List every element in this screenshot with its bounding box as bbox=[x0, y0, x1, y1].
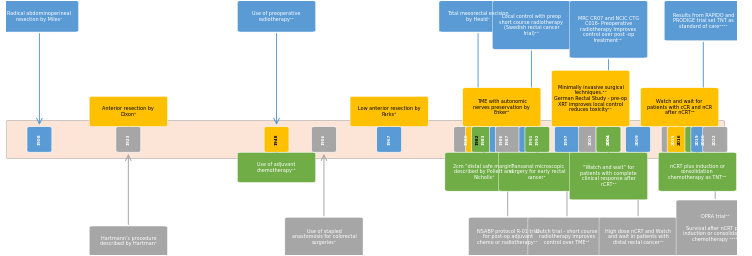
Text: TME with autonomic
nerves preservation by
Enker⁸: TME with autonomic nerves preservation b… bbox=[474, 99, 530, 115]
Text: 2001: 2001 bbox=[589, 134, 593, 145]
FancyBboxPatch shape bbox=[238, 152, 316, 183]
Text: 1986: 1986 bbox=[500, 134, 504, 145]
FancyBboxPatch shape bbox=[439, 1, 517, 32]
Text: Results from RAPIDO and
PRODIGE trial set TNT as
standard of care²²²⁴: Results from RAPIDO and PRODIGE trial se… bbox=[672, 13, 734, 29]
FancyBboxPatch shape bbox=[377, 127, 402, 152]
FancyBboxPatch shape bbox=[89, 97, 168, 126]
Text: Radical abdominoperineal
resection by Miles¹: Radical abdominoperineal resection by Mi… bbox=[8, 11, 71, 22]
FancyBboxPatch shape bbox=[472, 127, 496, 152]
Text: nCRT plus induction or
consolidation
chemotherapy as TNT²⁹: nCRT plus induction or consolidation che… bbox=[669, 164, 726, 180]
Text: 1987: 1987 bbox=[505, 134, 510, 145]
FancyBboxPatch shape bbox=[691, 127, 716, 152]
Text: Use of preoperative
radiotherapy¹²: Use of preoperative radiotherapy¹² bbox=[253, 11, 301, 22]
FancyBboxPatch shape bbox=[499, 152, 577, 191]
Text: 2009: 2009 bbox=[636, 134, 640, 145]
Text: 2004: 2004 bbox=[606, 134, 611, 145]
FancyBboxPatch shape bbox=[468, 217, 547, 256]
FancyBboxPatch shape bbox=[596, 127, 621, 152]
Text: NSABP protocol R-01 trial
for post-op adjuvant
chemo or radiotherapy¹⁴: NSABP protocol R-01 trial for post-op ad… bbox=[477, 229, 539, 245]
Text: 1956: 1956 bbox=[322, 134, 326, 145]
Text: Hartmann’s procedure
described by Hartman²: Hartmann’s procedure described by Hartma… bbox=[100, 236, 156, 246]
Text: 1982: 1982 bbox=[476, 134, 480, 145]
Text: 1991: 1991 bbox=[529, 134, 533, 145]
Text: Anterior resection by
Dixon³: Anterior resection by Dixon³ bbox=[102, 106, 154, 117]
Text: Total mesorectal excision
by Heald⁷: Total mesorectal excision by Heald⁷ bbox=[447, 11, 509, 22]
FancyBboxPatch shape bbox=[311, 127, 336, 152]
FancyBboxPatch shape bbox=[453, 127, 478, 152]
Text: 1980: 1980 bbox=[464, 134, 468, 145]
Text: High dose nCRT and Watch
and wait in patients with
distal rectal cancer⁴¹: High dose nCRT and Watch and wait in pat… bbox=[605, 229, 672, 245]
Text: 2015: 2015 bbox=[672, 134, 675, 145]
FancyBboxPatch shape bbox=[664, 1, 742, 41]
Text: 1997: 1997 bbox=[565, 134, 569, 145]
Text: Low anterior resection by
Parks⁵: Low anterior resection by Parks⁵ bbox=[358, 106, 420, 117]
Text: MRC CR07 and NCIC CTG
C016- Preoperative
radiotherapy improves
control over post: MRC CR07 and NCIC CTG C016- Preoperative… bbox=[578, 16, 639, 43]
FancyBboxPatch shape bbox=[578, 127, 603, 152]
FancyBboxPatch shape bbox=[641, 88, 719, 126]
Text: 1923: 1923 bbox=[126, 134, 130, 145]
Text: 2016: 2016 bbox=[678, 134, 681, 145]
Text: Transanal microscopic
surgery for early rectal
cancer⁹: Transanal microscopic surgery for early … bbox=[509, 164, 566, 180]
FancyBboxPatch shape bbox=[238, 1, 316, 32]
FancyBboxPatch shape bbox=[685, 127, 710, 152]
FancyBboxPatch shape bbox=[599, 217, 678, 256]
FancyBboxPatch shape bbox=[490, 127, 514, 152]
Text: Use of stapled
anastomosis for colorectal
surgeries⁴: Use of stapled anastomosis for colorecta… bbox=[292, 229, 356, 245]
FancyBboxPatch shape bbox=[596, 127, 621, 152]
Text: 2022: 2022 bbox=[713, 134, 717, 145]
Text: 1992: 1992 bbox=[535, 134, 539, 145]
Text: OPRA trial⁴⁸

Survival after nCRT plus
induction or consolidation
chemotherapy ²: OPRA trial⁴⁸ Survival after nCRT plus in… bbox=[684, 214, 747, 242]
FancyBboxPatch shape bbox=[462, 88, 541, 126]
FancyBboxPatch shape bbox=[445, 152, 523, 191]
FancyBboxPatch shape bbox=[6, 120, 725, 158]
FancyBboxPatch shape bbox=[658, 152, 736, 191]
Text: 1983: 1983 bbox=[482, 134, 486, 145]
FancyBboxPatch shape bbox=[116, 127, 141, 152]
FancyBboxPatch shape bbox=[528, 217, 606, 256]
Text: 2004: 2004 bbox=[606, 134, 611, 145]
FancyBboxPatch shape bbox=[554, 127, 579, 152]
Text: Local control with preop
short course radiotherapy
(Swedish rectal cancer
trial): Local control with preop short course ra… bbox=[499, 14, 563, 36]
FancyBboxPatch shape bbox=[496, 127, 520, 152]
FancyBboxPatch shape bbox=[569, 152, 647, 200]
FancyBboxPatch shape bbox=[465, 127, 490, 152]
Text: Watch and wait for
patients with cCR and nCR
after nCRT⁴²: Watch and wait for patients with cCR and… bbox=[647, 99, 712, 115]
Text: Dutch trial - short course
radiotherapy improves
control over TME¹⁶: Dutch trial - short course radiotherapy … bbox=[536, 229, 598, 245]
FancyBboxPatch shape bbox=[89, 226, 168, 256]
Text: “Watch and wait” for
patients with complete
clinical response after
nCRT²⁸: “Watch and wait” for patients with compl… bbox=[580, 165, 637, 187]
FancyBboxPatch shape bbox=[519, 127, 544, 152]
FancyBboxPatch shape bbox=[661, 127, 686, 152]
Text: 1967: 1967 bbox=[387, 134, 391, 145]
FancyBboxPatch shape bbox=[350, 97, 428, 126]
Text: 2cm “distal safe margin”
described by Pollett and
Nicholls⁶: 2cm “distal safe margin” described by Po… bbox=[453, 164, 514, 180]
FancyBboxPatch shape bbox=[285, 217, 363, 256]
FancyBboxPatch shape bbox=[702, 127, 728, 152]
Text: Use of adjuvant
chemotherapy¹³: Use of adjuvant chemotherapy¹³ bbox=[256, 162, 296, 173]
FancyBboxPatch shape bbox=[27, 127, 52, 152]
Text: 2020: 2020 bbox=[702, 134, 705, 145]
FancyBboxPatch shape bbox=[569, 1, 647, 58]
FancyBboxPatch shape bbox=[493, 1, 571, 49]
FancyBboxPatch shape bbox=[626, 127, 650, 152]
Text: 1908: 1908 bbox=[38, 134, 41, 145]
Text: 1948: 1948 bbox=[274, 134, 278, 145]
Text: 2019: 2019 bbox=[696, 134, 699, 145]
FancyBboxPatch shape bbox=[264, 127, 289, 152]
Text: Minimally invasive surgical
techniques.²⁰
German Rectal Study - pre-op
XRT impro: Minimally invasive surgical techniques.²… bbox=[554, 85, 627, 112]
FancyBboxPatch shape bbox=[667, 127, 692, 152]
FancyBboxPatch shape bbox=[676, 200, 752, 256]
FancyBboxPatch shape bbox=[525, 127, 550, 152]
FancyBboxPatch shape bbox=[552, 70, 629, 126]
FancyBboxPatch shape bbox=[0, 1, 78, 32]
